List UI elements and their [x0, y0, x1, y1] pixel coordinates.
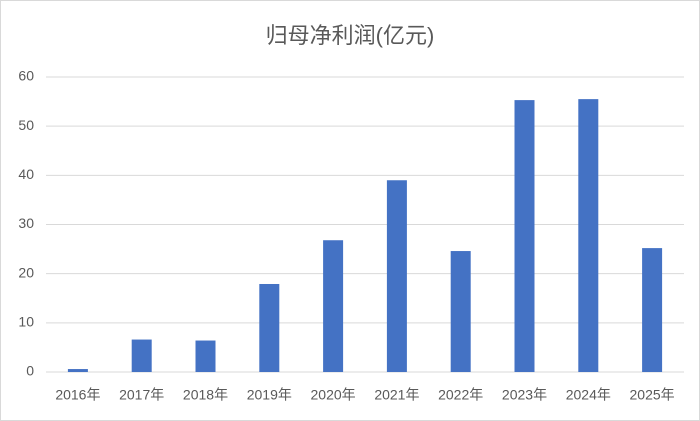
bar: [386, 180, 407, 372]
bar: [514, 100, 535, 372]
y-tick-label: 0: [26, 363, 34, 379]
bar: [259, 283, 280, 372]
y-tick-label: 10: [18, 314, 34, 330]
y-tick-label: 60: [18, 68, 34, 84]
x-tick-label: 2024年: [566, 387, 611, 403]
chart-title: 归母净利润(亿元): [266, 23, 435, 48]
x-tick-label: 2017年: [119, 387, 164, 403]
x-tick-label: 2021年: [374, 387, 419, 403]
y-tick-label: 30: [18, 215, 34, 231]
y-tick-label: 20: [18, 264, 34, 280]
x-tick-label: 2020年: [311, 387, 356, 403]
bar: [323, 240, 344, 372]
bar: [67, 369, 88, 372]
bar: [578, 99, 599, 372]
bar: [450, 251, 471, 372]
x-tick-label: 2023年: [502, 387, 547, 403]
x-tick-label: 2018年: [183, 387, 228, 403]
x-tick-label: 2025年: [630, 387, 675, 403]
y-tick-label: 50: [18, 117, 34, 133]
x-tick-label: 2022年: [438, 387, 483, 403]
bar: [131, 339, 152, 372]
x-tick-label: 2016年: [55, 387, 100, 403]
bar: [642, 248, 663, 372]
bar: [195, 340, 216, 372]
x-tick-label: 2019年: [247, 387, 292, 403]
y-tick-label: 40: [18, 166, 34, 182]
